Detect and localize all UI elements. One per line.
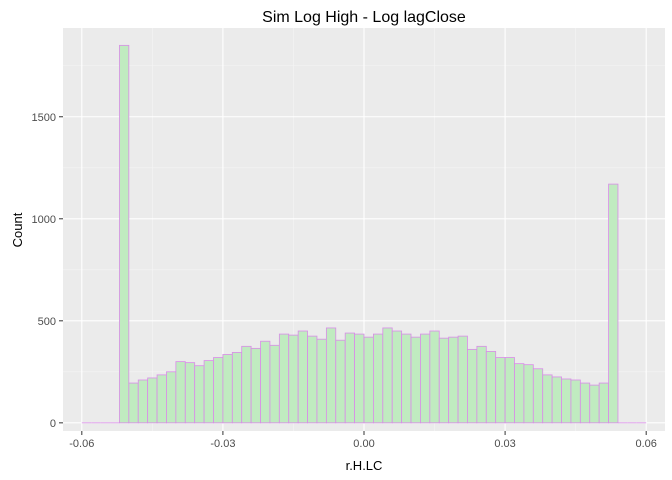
histogram-bar — [532, 368, 544, 424]
histogram-bar — [382, 327, 393, 424]
histogram-bar — [307, 335, 318, 424]
histogram-bar — [401, 333, 412, 424]
histogram-bar — [175, 361, 186, 424]
x-axis-label: r.H.LC — [346, 458, 383, 473]
histogram-bar — [119, 44, 130, 424]
histogram-bar — [457, 335, 468, 424]
histogram-bar — [156, 374, 167, 424]
histogram-bar — [128, 382, 139, 424]
histogram-bar — [231, 352, 243, 424]
histogram-bar — [391, 330, 403, 424]
y-tick-label: 1000 — [32, 214, 56, 226]
x-tick-label: -0.06 — [69, 438, 94, 450]
histogram-bar — [316, 338, 327, 424]
histogram-bar — [147, 377, 158, 424]
histogram-bar — [579, 382, 591, 424]
histogram-bar — [429, 330, 440, 424]
histogram-bar — [325, 327, 337, 424]
histogram-bar — [137, 379, 149, 424]
histogram-bar — [467, 348, 478, 424]
histogram-bar — [598, 382, 609, 424]
histogram-bar — [269, 344, 280, 424]
histogram-bar — [344, 332, 355, 424]
histogram-bar — [184, 362, 196, 424]
histogram-bar — [166, 371, 177, 424]
histogram-bar — [260, 340, 271, 424]
histogram-bar — [495, 357, 506, 424]
histogram-bar — [448, 336, 459, 424]
histogram-bar — [476, 345, 487, 424]
histogram-bar — [420, 333, 431, 424]
histogram-bar — [363, 336, 374, 424]
histogram-bar — [354, 333, 365, 424]
histogram-bar — [410, 336, 421, 424]
y-axis-ticks: 0 500 1000 1500 — [32, 112, 63, 430]
histogram-bar — [203, 360, 214, 424]
histogram-bar — [222, 354, 233, 424]
histogram-bar — [297, 330, 308, 424]
histogram-bar — [589, 384, 600, 424]
histogram-bar — [241, 345, 252, 424]
y-tick-label: 500 — [38, 316, 56, 328]
y-tick-label: 1500 — [32, 112, 56, 124]
histogram-bar — [523, 364, 534, 424]
histogram-bar — [561, 378, 572, 424]
histogram-bar — [514, 363, 525, 424]
histogram-bar — [570, 379, 581, 424]
histogram-bar — [250, 347, 261, 424]
histogram-bar — [194, 365, 205, 424]
histogram-bars — [81, 44, 647, 424]
histogram-bar — [288, 334, 299, 424]
histogram-bar — [213, 357, 224, 424]
x-axis-ticks: -0.06 -0.03 0.00 0.03 0.06 — [69, 431, 657, 450]
y-tick-label: 0 — [50, 418, 56, 430]
histogram-bar — [504, 357, 515, 424]
histogram-bar — [542, 374, 553, 424]
histogram-bar — [438, 337, 450, 424]
histogram-bar — [608, 183, 619, 424]
x-tick-label: 0.06 — [635, 438, 656, 450]
histogram-bar — [278, 333, 290, 424]
histogram-bar — [373, 333, 384, 424]
histogram-bar — [485, 351, 497, 424]
histogram-bar — [551, 376, 562, 424]
y-axis-label: Count — [10, 212, 25, 247]
histogram-bar — [335, 339, 346, 424]
x-tick-label: -0.03 — [210, 438, 235, 450]
x-tick-label: 0.00 — [353, 438, 374, 450]
x-tick-label: 0.03 — [494, 438, 515, 450]
chart-title: Sim Log High - Log lagClose — [262, 9, 466, 26]
